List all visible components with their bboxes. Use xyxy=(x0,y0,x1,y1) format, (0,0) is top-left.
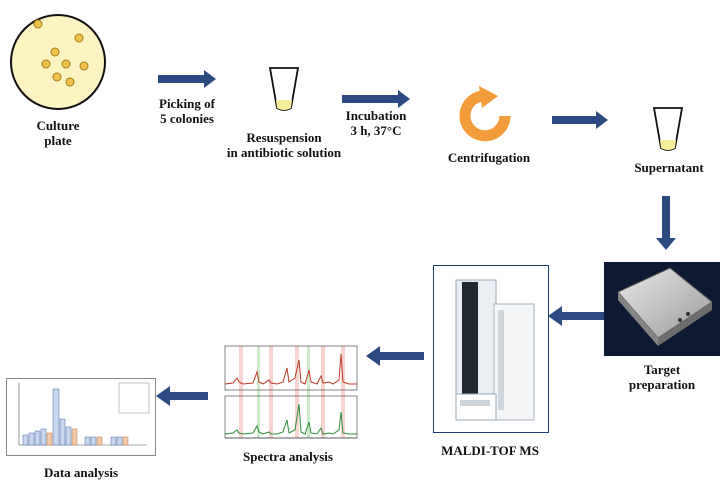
flow-arrows xyxy=(156,70,676,406)
mass-spectrometer-icon xyxy=(455,279,535,421)
bar-chart-image xyxy=(6,378,156,456)
arrow-2 xyxy=(342,90,410,108)
maldi-instrument-image xyxy=(433,265,549,433)
label-culture-plate: Culture plate xyxy=(36,118,80,148)
target-plate-icon xyxy=(617,267,713,346)
arrow-7 xyxy=(156,386,208,406)
petri-dish-icon xyxy=(10,14,106,110)
label-spectra-analysis: Spectra analysis xyxy=(243,449,333,464)
tube-icon-supernatant xyxy=(652,107,684,151)
circular-arrow-icon xyxy=(459,86,511,142)
label-maldi: MALDI-TOF MS xyxy=(441,443,539,458)
label-supernatant: Supernatant xyxy=(634,160,704,175)
label-centrifugation: Centrifugation xyxy=(447,150,531,165)
label-picking: Picking of 5 colonies xyxy=(159,96,215,126)
arrow-4 xyxy=(656,196,676,250)
arrow-1 xyxy=(158,70,216,88)
label-data-analysis: Data analysis xyxy=(43,465,119,480)
arrow-3 xyxy=(552,111,608,129)
spectra-image xyxy=(213,342,361,446)
label-target-preparation: Target preparation xyxy=(628,362,696,392)
tube-icon xyxy=(268,67,300,111)
target-plate-image xyxy=(604,262,720,356)
label-incubation: Incubation 3 h, 37°C xyxy=(345,108,407,138)
arrow-5 xyxy=(548,306,604,326)
label-resuspension: Resuspension in antibiotic solution xyxy=(226,130,342,160)
bar-chart-thumbnail xyxy=(18,382,150,446)
spectra-plot xyxy=(224,345,358,439)
arrow-6 xyxy=(366,346,424,366)
